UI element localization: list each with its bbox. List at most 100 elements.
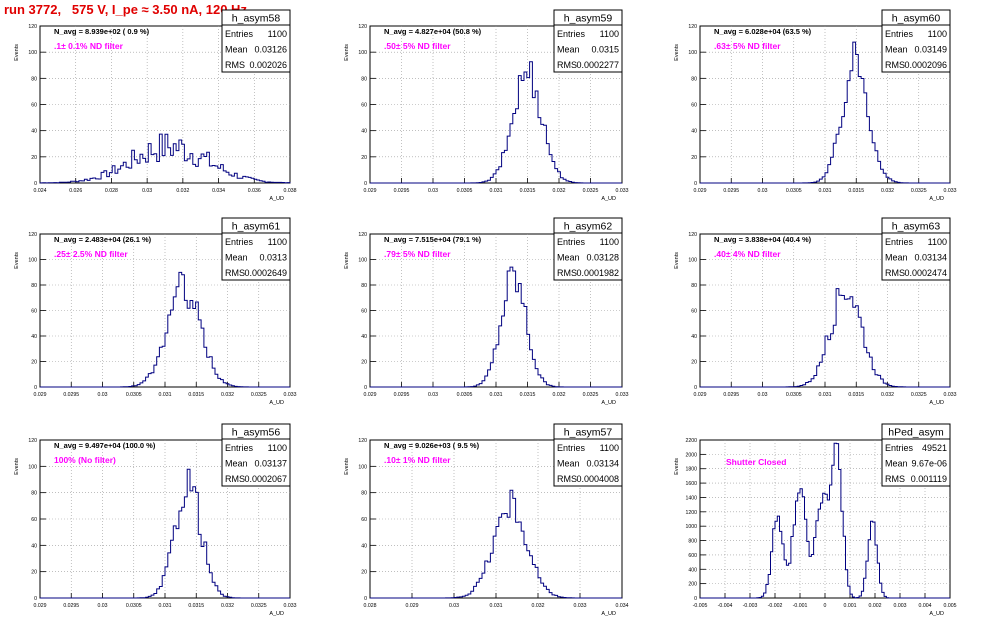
x-tick-label: 0.03 [757,188,767,194]
y-tick-label: 20 [31,155,37,161]
stat-label-entries: Entries [885,29,914,39]
stat-value-mean: 0.0315 [591,45,619,55]
stat-value-entries: 1100 [268,29,287,39]
y-tick-label: 600 [688,553,697,559]
stat-label-mean: Mean [557,45,580,55]
y-tick-label: 60 [361,309,367,315]
x-axis-title: A_UD [929,611,944,617]
y-tick-label: 80 [31,491,37,497]
stats-box [881,217,951,281]
stat-label-mean: Mean [885,45,908,55]
x-tick-label: 0.03 [428,392,438,398]
x-tick-label: 0.031 [819,188,832,194]
stat-value-mean: 0.03128 [586,253,619,263]
stat-label-rms: RMS [225,474,245,484]
y-tick-label: 100 [28,258,37,264]
x-axis-title: A_UD [601,611,616,617]
y-tick-label: 40 [361,543,367,549]
y-tick-label: 0 [364,181,367,187]
x-tick-label: 0.029 [34,603,47,609]
y-tick-label: 20 [31,570,37,576]
y-tick-label: 20 [361,570,367,576]
histogram-name: hPed_asym [888,427,944,439]
x-tick-label: 0.0315 [520,392,536,398]
y-tick-label: 60 [361,517,367,523]
y-tick-label: 120 [358,24,367,30]
stat-value-mean: 0.03134 [914,253,947,263]
y-tick-label: 200 [688,582,697,588]
x-tick-label: 0.031 [490,188,503,194]
stat-label-entries: Entries [225,29,254,39]
x-tick-label: -0.001 [793,603,808,609]
x-tick-label: 0.032 [553,392,566,398]
x-tick-label: 0.028 [105,188,118,194]
stat-label-mean: Mean [557,253,580,263]
stat-value-mean: 0.0313 [259,253,287,263]
stat-value-entries: 1100 [600,29,619,39]
stat-label-rms: RMS [225,268,245,278]
x-tick-label: 0.03 [97,603,107,609]
x-tick-label: 0.031 [159,603,172,609]
x-tick-label: 0.032 [881,392,894,398]
histogram-name: h_asym59 [564,13,613,25]
stat-value-rms: 0.0002649 [244,268,287,278]
x-tick-label: 0.03 [449,603,459,609]
y-tick-label: 60 [31,309,37,315]
y-tick-label: 120 [688,232,697,238]
x-tick-label: 0.0295 [394,188,410,194]
navg-label: N_avg = 7.515e+04 (79.1 %) [384,235,482,244]
x-tick-label: 0.038 [284,188,297,194]
y-tick-label: 1800 [685,467,697,473]
stat-value-entries: 49521 [922,443,947,453]
x-tick-label: 0.03 [97,392,107,398]
histogram-name: h_asym62 [564,221,613,233]
y-tick-label: 0 [34,596,37,602]
y-axis-title: Events [14,44,20,61]
y-tick-label: 120 [358,232,367,238]
x-tick-label: 0.0305 [126,392,142,398]
y-tick-label: 40 [361,334,367,340]
stat-value-entries: 1100 [600,237,619,247]
stats-box [553,217,623,281]
y-tick-label: 0 [694,596,697,602]
navg-label: N_avg = 8.939e+02 ( 0.9 %) [54,27,150,36]
y-tick-label: 80 [691,283,697,289]
x-tick-label: 0.031 [490,603,503,609]
y-tick-label: 60 [31,103,37,109]
stats-box [881,9,951,73]
y-axis-title: Events [674,44,680,61]
x-tick-label: 0.0325 [251,392,267,398]
y-tick-label: 100 [688,50,697,56]
x-tick-label: 0 [824,603,827,609]
y-tick-label: 20 [691,360,697,366]
x-tick-label: 0.0325 [251,603,267,609]
x-tick-label: 0.0295 [63,603,79,609]
stat-label-rms: RMS [557,60,577,70]
x-tick-label: 0.032 [221,392,234,398]
x-tick-label: 0.003 [894,603,907,609]
stat-value-entries: 1100 [928,237,947,247]
stat-value-rms: 0.0002474 [904,268,947,278]
histogram-name: h_asym61 [232,221,281,233]
filter-note: .10± 1% ND filter [384,455,451,465]
y-tick-label: 100 [358,50,367,56]
x-tick-label: 0.0295 [723,188,739,194]
x-tick-label: 0.026 [69,188,82,194]
y-tick-label: 120 [358,438,367,444]
y-tick-label: 100 [28,464,37,470]
histogram-line [370,489,622,599]
x-tick-label: 0.0325 [583,188,599,194]
histogram-line [700,41,950,184]
y-axis-title: Events [674,252,680,269]
x-tick-label: 0.033 [616,188,629,194]
filter-note: .79± 5% ND filter [384,249,451,259]
histogram-line [700,442,950,599]
y-axis-title: Events [344,252,350,269]
x-tick-label: 0.032 [221,603,234,609]
stat-label-mean: Mean [885,459,908,469]
x-tick-label: 0.0315 [848,188,864,194]
y-tick-label: 80 [361,76,367,82]
y-tick-label: 120 [688,24,697,30]
y-tick-label: 1200 [685,510,697,516]
